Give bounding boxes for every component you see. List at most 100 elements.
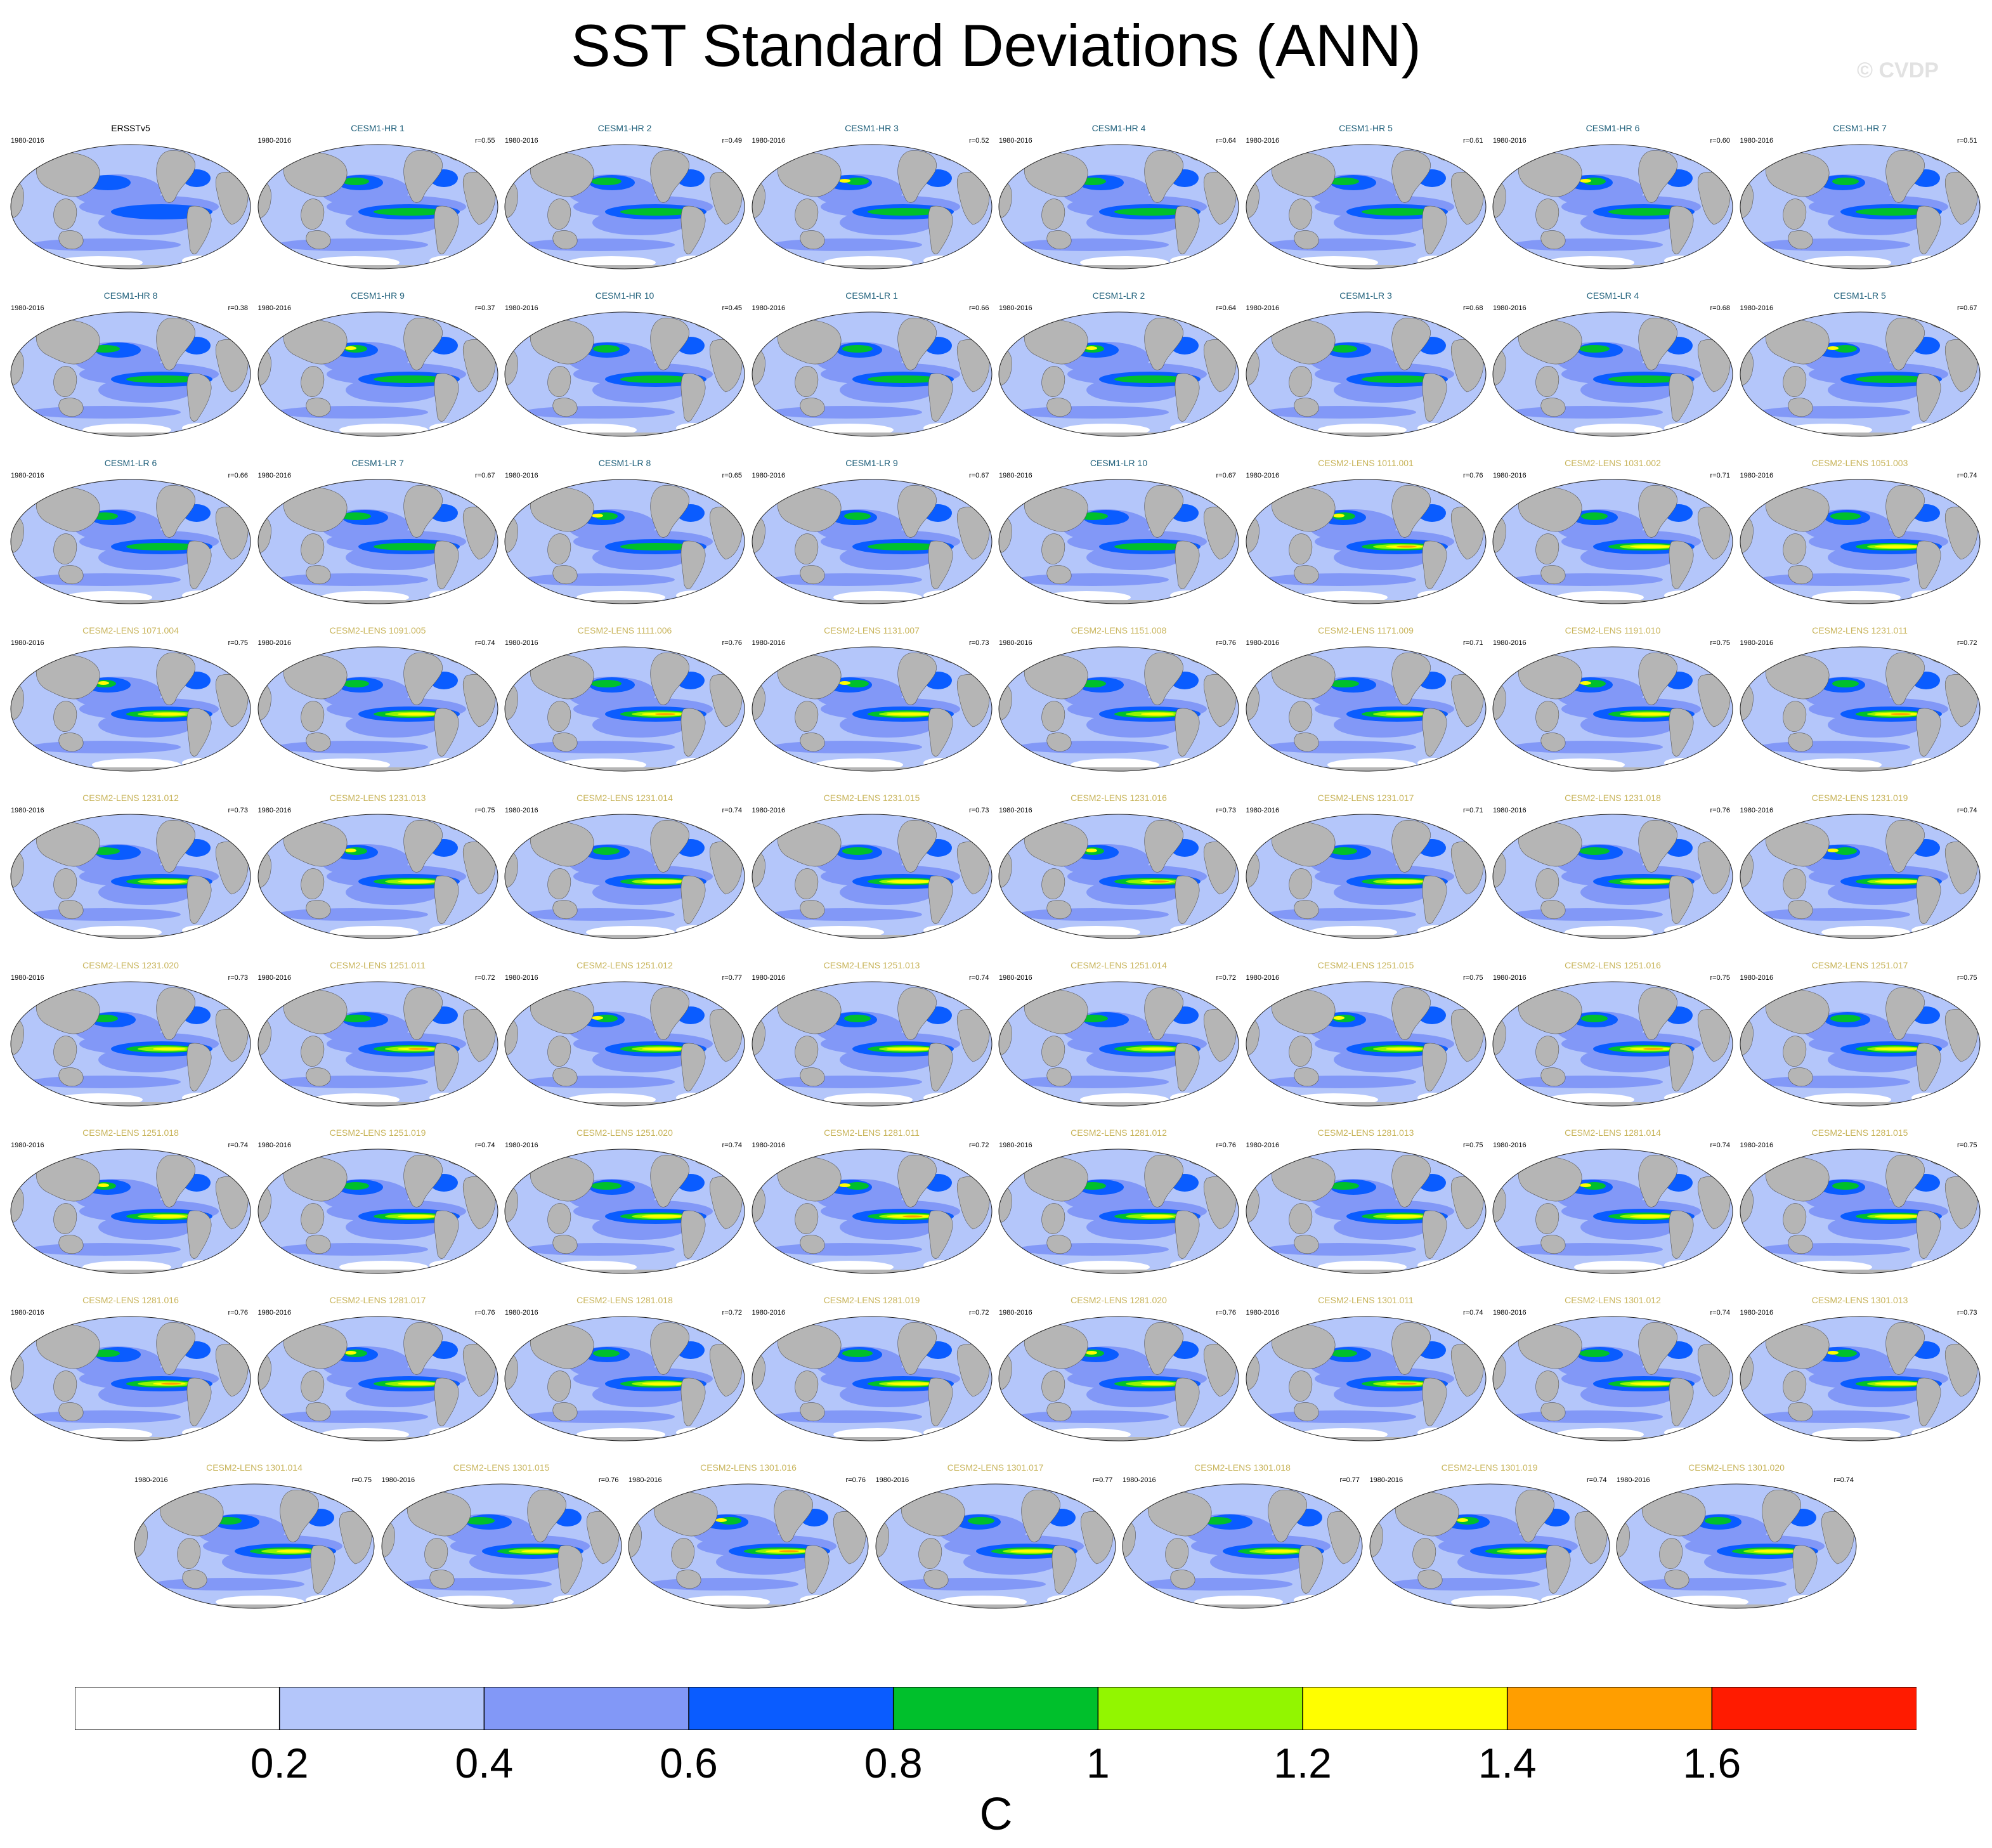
panel-period-label: 1980-2016: [257, 1142, 292, 1149]
panel-period-label: 1980-2016: [1493, 974, 1527, 982]
panel-period-label: 1980-2016: [1493, 1142, 1527, 1149]
panel-title: CESM1-LR 3: [1339, 290, 1392, 301]
colorbar-tick-label: 0.6: [660, 1740, 718, 1786]
panel-period-label: 1980-2016: [1246, 1309, 1280, 1317]
panel-title: CESM2-LENS 1151.008: [1071, 625, 1167, 635]
panel-correlation: r=0.76: [845, 1476, 866, 1484]
sst-map: [1122, 1483, 1363, 1609]
panel-title: CESM1-LR 8: [598, 458, 651, 468]
panel-title: CESM2-LENS 1281.013: [1317, 1128, 1414, 1138]
panel-title: CESM2-LENS 1251.018: [82, 1128, 179, 1138]
panel-period-label: 1980-2016: [1493, 304, 1527, 312]
sst-map: [10, 814, 251, 939]
panel-title: CESM2-LENS 1251.011: [330, 960, 426, 970]
panel-correlation: r=0.74: [722, 1142, 743, 1149]
panel-period-label: 1980-2016: [11, 639, 44, 647]
map-panel: 1980-2016 CESM2-LENS 1231.015 r=0.73: [748, 790, 996, 942]
map-panel: 1980-2016 CESM2-LENS 1031.002 r=0.71: [1489, 455, 1736, 608]
colorbar-swatch: [483, 1687, 690, 1730]
colorbar-tick-label: 0.2: [250, 1740, 309, 1786]
watermark-text: © CVDP: [1857, 58, 1939, 82]
panel-correlation: r=0.75: [1957, 1142, 1977, 1149]
map-panel: 1980-2016 CESM2-LENS 1281.019 r=0.72: [748, 1292, 996, 1445]
sst-map: [257, 814, 498, 939]
sst-map: [10, 311, 251, 437]
map-panel: 1980-2016 CESM2-LENS 1251.019 r=0.74: [254, 1125, 502, 1277]
panel-correlation: r=0.72: [1216, 974, 1237, 982]
panel-correlation: r=0.71: [1710, 472, 1731, 479]
panel-title: CESM2-LENS 1071.004: [82, 625, 179, 635]
map-panel: 1980-2016 CESM2-LENS 1251.016 r=0.75: [1489, 958, 1736, 1110]
sst-map: [134, 1483, 375, 1609]
sst-map: [10, 479, 251, 604]
panel-correlation: r=0.68: [1463, 304, 1483, 312]
panel-period-label: 1980-2016: [752, 639, 786, 647]
sst-map: [10, 1316, 251, 1441]
panel-correlation: r=0.73: [1957, 1309, 1977, 1317]
panel-correlation: r=0.76: [1216, 639, 1237, 647]
panel-title: ERSSTv5: [111, 123, 150, 133]
colorbar: [75, 1687, 1917, 1730]
panel-correlation: r=0.67: [1957, 304, 1977, 312]
sst-map: [998, 144, 1239, 270]
map-panel: 1980-2016 CESM2-LENS 1091.005 r=0.74: [254, 623, 502, 775]
panel-period-label: 1980-2016: [1740, 1142, 1774, 1149]
panel-period-label: 1980-2016: [628, 1476, 662, 1484]
panel-period-label: 1980-2016: [1369, 1476, 1403, 1484]
panel-correlation: r=0.60: [1710, 137, 1731, 145]
panel-correlation: r=0.72: [969, 1142, 989, 1149]
map-panel: 1980-2016 CESM1-HR 9 r=0.37: [254, 288, 502, 440]
sst-map: [1740, 981, 1980, 1107]
panel-correlation: r=0.73: [1216, 807, 1237, 814]
panel-period-label: 1980-2016: [1740, 639, 1774, 647]
map-panel: 1980-2016 CESM2-LENS 1231.014 r=0.74: [501, 790, 748, 942]
panel-correlation: r=0.76: [1216, 1309, 1237, 1317]
map-panel: 1980-2016 CESM1-HR 7 r=0.51: [1736, 120, 1984, 273]
panel-correlation: r=0.73: [228, 807, 249, 814]
panel-title: CESM2-LENS 1301.014: [206, 1462, 303, 1473]
map-panel: 1980-2016 CESM2-LENS 1231.016 r=0.73: [995, 790, 1242, 942]
panel-correlation: r=0.73: [228, 974, 249, 982]
colorbar-swatch: [688, 1687, 894, 1730]
panel-period-label: 1980-2016: [1246, 974, 1280, 982]
colorbar-swatch: [1711, 1687, 1917, 1730]
panel-title: CESM2-LENS 1191.010: [1565, 625, 1661, 635]
sst-map: [1246, 311, 1486, 437]
panel-correlation: r=0.71: [1463, 807, 1483, 814]
panel-period-label: 1980-2016: [999, 472, 1032, 479]
map-panel: 1980-2016 CESM2-LENS 1231.011 r=0.72: [1736, 623, 1984, 775]
panel-title: CESM2-LENS 1301.019: [1441, 1462, 1538, 1473]
panel-correlation: r=0.74: [969, 974, 989, 982]
map-panel: 1980-2016 CESM2-LENS 1251.015 r=0.75: [1242, 958, 1490, 1110]
sst-map: [752, 479, 992, 604]
panel-correlation: r=0.52: [969, 137, 989, 145]
panel-period-label: 1980-2016: [505, 807, 538, 814]
panel-title: CESM1-HR 6: [1585, 123, 1640, 133]
map-panel: 1980-2016 CESM2-LENS 1051.003 r=0.74: [1736, 455, 1984, 608]
map-panel: 1980-2016 CESM1-HR 3 r=0.52: [748, 120, 996, 273]
map-panel: 1980-2016 CESM2-LENS 1301.011 r=0.74: [1242, 1292, 1490, 1445]
map-panel: 1980-2016 CESM2-LENS 1231.018 r=0.76: [1489, 790, 1736, 942]
map-panel: 1980-2016 CESM2-LENS 1281.017 r=0.76: [254, 1292, 502, 1445]
panel-correlation: r=0.38: [228, 304, 249, 312]
map-panel: 1980-2016 CESM1-HR 2 r=0.49: [501, 120, 748, 273]
panel-title: CESM2-LENS 1251.012: [576, 960, 673, 970]
map-panel: 1980-2016 CESM2-LENS 1281.015 r=0.75: [1736, 1125, 1984, 1277]
panel-title: CESM2-LENS 1301.020: [1688, 1462, 1785, 1473]
sst-map: [1616, 1483, 1857, 1609]
map-panel: 1980-2016 CESM1-LR 8 r=0.65: [501, 455, 748, 608]
sst-map: [1246, 1316, 1486, 1441]
panel-title: CESM2-LENS 1251.017: [1811, 960, 1908, 970]
map-panel: 1980-2016 CESM2-LENS 1231.019 r=0.74: [1736, 790, 1984, 942]
panel-title: CESM1-HR 2: [597, 123, 652, 133]
panel-correlation: r=0.64: [1216, 137, 1237, 145]
panel-correlation: r=0.65: [722, 472, 743, 479]
sst-map: [998, 1148, 1239, 1274]
colorbar-units-label: C: [979, 1789, 1013, 1840]
panel-period-label: 1980-2016: [999, 304, 1032, 312]
panel-correlation: r=0.75: [351, 1476, 372, 1484]
panel-correlation: r=0.74: [722, 807, 743, 814]
sst-map: [1492, 144, 1733, 270]
map-panel: 1980-2016 CESM2-LENS 1281.013 r=0.75: [1242, 1125, 1490, 1277]
panel-title: CESM1-HR 1: [351, 123, 405, 133]
